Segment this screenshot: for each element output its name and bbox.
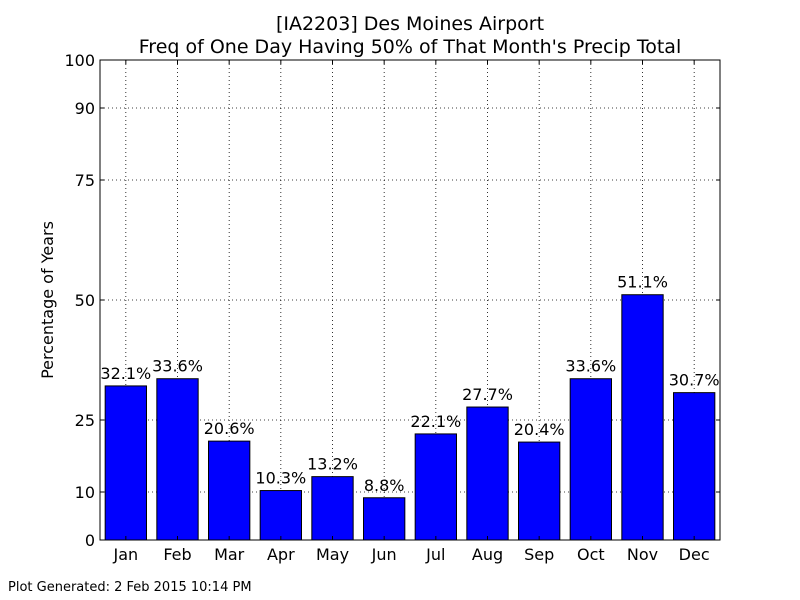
y-axis-label: Percentage of Years: [38, 221, 57, 379]
chart-title: [IA2203] Des Moines Airport: [276, 13, 544, 35]
bar-oct: [569, 378, 613, 541]
bar-value-label: 33.6%: [565, 357, 616, 376]
bar-jan: [104, 385, 147, 541]
x-axis-ticks: Jan Feb Mar Apr May Jun Jul Aug Sep Oct Nov Dec: [112, 60, 710, 564]
x-tick-label: Jan: [112, 545, 138, 564]
y-tick-label: 10: [75, 483, 95, 502]
y-tick-label: 50: [75, 291, 95, 310]
bar-value-label: 33.6%: [152, 357, 203, 376]
y-axis-ticks: 0 10 25 50 75 90 100: [64, 51, 720, 550]
x-tick-label: May: [316, 545, 349, 564]
chart-subtitle: Freq of One Day Having 50% of That Month…: [139, 36, 681, 58]
bar-sep: [518, 441, 561, 541]
bar-value-label: 22.1%: [410, 412, 461, 431]
bar-mar: [208, 440, 251, 541]
y-tick-label: 100: [64, 51, 95, 70]
x-tick-label: Oct: [577, 545, 605, 564]
x-tick-label: Apr: [267, 545, 295, 564]
bar-jul: [414, 433, 457, 541]
bar-apr: [259, 490, 302, 541]
x-tick-label: Sep: [524, 545, 554, 564]
bar-nov: [621, 294, 664, 541]
bar-value-label: 32.1%: [100, 364, 151, 383]
bar-value-label: 8.8%: [364, 476, 405, 495]
y-tick-label: 25: [75, 411, 95, 430]
bar-jun: [363, 497, 406, 541]
x-tick-label: Feb: [163, 545, 191, 564]
x-tick-label: Jul: [425, 545, 445, 564]
bar-value-label: 20.6%: [204, 419, 255, 438]
y-tick-label: 0: [85, 531, 95, 550]
y-tick-label: 75: [75, 171, 95, 190]
bar-value-labels: 32.1% 33.6%20.6%10.3%13.2%8.8%22.1%27.7%2…: [100, 273, 719, 495]
bar-value-label: 27.7%: [462, 385, 513, 404]
plot-generated-footer: Plot Generated: 2 Feb 2015 10:14 PM: [8, 580, 252, 595]
bars: [104, 294, 716, 541]
x-tick-label: Nov: [627, 545, 658, 564]
bar-value-label: 51.1%: [617, 273, 668, 292]
bar-dec: [673, 392, 716, 541]
x-tick-label: Jun: [371, 545, 397, 564]
y-tick-label: 90: [75, 99, 95, 118]
bar-value-label: 20.4%: [514, 420, 565, 439]
bar-value-label: 30.7%: [669, 371, 720, 390]
x-tick-label: Aug: [472, 545, 503, 564]
bar-value-label: 10.3%: [255, 469, 306, 488]
x-tick-label: Mar: [214, 545, 245, 564]
bar-value-label: 13.2%: [307, 455, 358, 474]
bar-aug: [466, 406, 509, 541]
x-tick-label: Dec: [679, 545, 710, 564]
bar-feb: [156, 378, 199, 541]
bar-may: [311, 476, 354, 541]
